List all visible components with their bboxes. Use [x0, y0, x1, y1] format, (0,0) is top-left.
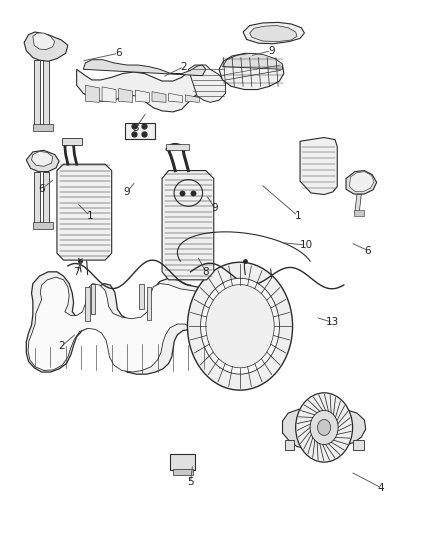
Polygon shape [170, 454, 195, 470]
Polygon shape [354, 210, 364, 216]
Polygon shape [135, 90, 149, 102]
Polygon shape [285, 440, 294, 450]
Polygon shape [34, 60, 40, 128]
Polygon shape [283, 408, 366, 449]
Polygon shape [26, 272, 271, 376]
Polygon shape [355, 194, 361, 213]
Circle shape [296, 393, 353, 462]
Text: 9: 9 [124, 187, 131, 197]
Polygon shape [152, 92, 166, 102]
Polygon shape [169, 93, 183, 102]
Polygon shape [353, 440, 364, 450]
Polygon shape [162, 171, 214, 280]
Polygon shape [85, 85, 99, 102]
Text: 6: 6 [38, 184, 45, 194]
Circle shape [206, 285, 274, 368]
Text: 2: 2 [180, 62, 187, 71]
Polygon shape [346, 171, 377, 194]
Polygon shape [139, 284, 144, 309]
Text: 3: 3 [132, 123, 139, 133]
Polygon shape [62, 138, 82, 145]
Polygon shape [43, 172, 49, 227]
Polygon shape [219, 53, 284, 90]
Polygon shape [119, 88, 133, 102]
Polygon shape [33, 33, 55, 50]
Text: 9: 9 [211, 203, 218, 213]
Polygon shape [102, 87, 116, 102]
Text: 2: 2 [58, 342, 65, 351]
Polygon shape [33, 222, 53, 229]
Circle shape [201, 278, 279, 374]
Text: 8: 8 [202, 267, 209, 277]
Polygon shape [34, 172, 40, 227]
Polygon shape [166, 144, 189, 150]
Text: 9: 9 [268, 46, 275, 55]
Polygon shape [28, 277, 255, 372]
Polygon shape [223, 53, 283, 69]
Polygon shape [43, 60, 49, 128]
Ellipse shape [174, 180, 203, 206]
Polygon shape [91, 284, 95, 314]
Polygon shape [24, 32, 68, 61]
Polygon shape [85, 287, 90, 321]
Polygon shape [83, 60, 206, 76]
Text: 7: 7 [73, 267, 80, 277]
Text: 5: 5 [187, 478, 194, 487]
Polygon shape [173, 469, 193, 475]
Circle shape [318, 419, 331, 435]
Polygon shape [243, 22, 304, 44]
Text: 10: 10 [300, 240, 313, 250]
Polygon shape [188, 65, 226, 102]
Polygon shape [32, 151, 53, 166]
Polygon shape [185, 95, 199, 102]
Text: 6: 6 [115, 49, 122, 58]
Circle shape [310, 410, 338, 445]
Polygon shape [26, 150, 59, 172]
Polygon shape [77, 68, 206, 112]
Text: 6: 6 [364, 246, 371, 255]
Text: 4: 4 [378, 483, 385, 492]
Polygon shape [125, 123, 155, 139]
Polygon shape [250, 26, 297, 42]
Text: 1: 1 [86, 211, 93, 221]
Polygon shape [147, 287, 151, 320]
Text: 13: 13 [326, 318, 339, 327]
Polygon shape [350, 172, 374, 191]
Polygon shape [57, 164, 112, 260]
Text: 1: 1 [294, 211, 301, 221]
Polygon shape [33, 124, 53, 131]
Circle shape [187, 262, 293, 390]
Polygon shape [300, 138, 337, 195]
